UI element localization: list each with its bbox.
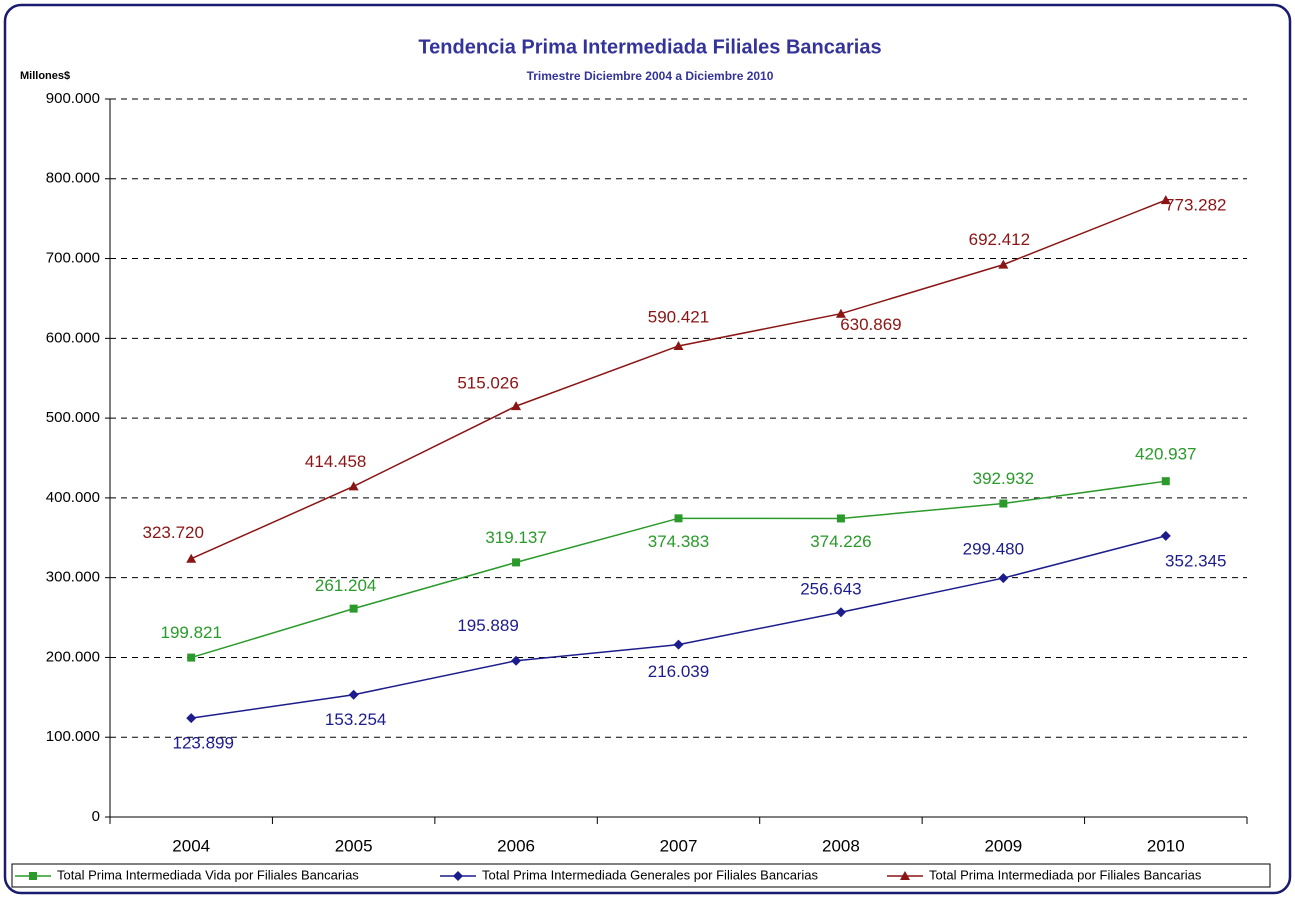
data-label: 256.643 xyxy=(800,580,861,599)
data-point xyxy=(186,553,197,563)
chart-subtitle: Trimestre Diciembre 2004 a Diciembre 201… xyxy=(527,69,774,83)
y-axis-label: Millones$ xyxy=(20,70,70,82)
y-tick-label: 900.000 xyxy=(46,90,100,107)
data-label: 420.937 xyxy=(1135,445,1196,464)
data-point xyxy=(673,340,684,350)
legend-label: Total Prima Intermediada Vida por Filial… xyxy=(57,867,359,882)
y-tick-label: 600.000 xyxy=(46,329,100,346)
data-label: 216.039 xyxy=(648,662,709,681)
data-label: 319.137 xyxy=(485,528,546,547)
data-label: 692.412 xyxy=(969,230,1030,249)
data-label: 195.889 xyxy=(457,616,518,635)
data-label: 153.254 xyxy=(325,710,386,729)
data-point xyxy=(1160,530,1171,541)
x-tick-label: 2009 xyxy=(984,836,1022,855)
x-tick-label: 2004 xyxy=(172,836,210,855)
data-point xyxy=(836,514,845,523)
data-point xyxy=(673,639,684,650)
x-tick-label: 2008 xyxy=(822,836,860,855)
y-tick-label: 0 xyxy=(92,808,100,825)
data-point xyxy=(349,604,358,613)
x-tick-label: 2010 xyxy=(1147,836,1185,855)
legend-marker xyxy=(453,871,463,881)
data-point xyxy=(835,308,846,318)
data-label: 261.204 xyxy=(315,576,376,595)
data-point xyxy=(674,514,683,523)
data-label: 299.480 xyxy=(963,540,1024,559)
data-point xyxy=(348,481,359,491)
legend-marker xyxy=(29,872,37,880)
data-point xyxy=(511,401,522,411)
legend-marker xyxy=(900,871,910,880)
data-label: 374.383 xyxy=(648,532,709,551)
data-label: 630.869 xyxy=(840,315,901,334)
data-label: 123.899 xyxy=(172,734,233,753)
chart-frame xyxy=(3,3,1292,895)
data-point xyxy=(1161,477,1170,486)
y-tick-label: 400.000 xyxy=(46,489,100,506)
data-label: 352.345 xyxy=(1165,551,1226,570)
data-point xyxy=(512,558,521,567)
data-point xyxy=(186,713,197,724)
legend-label: Total Prima Intermediada Generales por F… xyxy=(482,867,818,882)
y-tick-label: 300.000 xyxy=(46,569,100,586)
data-label: 515.026 xyxy=(457,374,518,393)
data-label: 323.720 xyxy=(142,523,203,542)
data-point xyxy=(998,573,1009,584)
legend-label: Total Prima Intermediada por Filiales Ba… xyxy=(929,867,1202,882)
data-point xyxy=(348,689,359,700)
data-point xyxy=(1160,195,1171,205)
data-label: 414.458 xyxy=(305,452,366,471)
data-label: 374.226 xyxy=(810,532,871,551)
x-tick-label: 2006 xyxy=(497,836,535,855)
chart-title: Tendencia Prima Intermediada Filiales Ba… xyxy=(418,36,881,58)
data-point xyxy=(999,499,1008,508)
y-tick-label: 800.000 xyxy=(46,170,100,187)
data-point xyxy=(187,653,196,662)
data-label: 199.821 xyxy=(160,623,221,642)
data-point xyxy=(511,655,522,666)
data-label: 392.932 xyxy=(973,469,1034,488)
y-tick-label: 100.000 xyxy=(46,728,100,745)
legend-box xyxy=(11,863,1271,888)
data-label: 773.282 xyxy=(1165,196,1226,215)
data-label: 590.421 xyxy=(648,307,709,326)
x-tick-label: 2007 xyxy=(660,836,698,855)
y-tick-label: 700.000 xyxy=(46,250,100,267)
data-point xyxy=(835,607,846,618)
y-tick-label: 200.000 xyxy=(46,648,100,665)
data-point xyxy=(998,259,1009,269)
x-tick-label: 2005 xyxy=(335,836,373,855)
y-tick-label: 500.000 xyxy=(46,409,100,426)
